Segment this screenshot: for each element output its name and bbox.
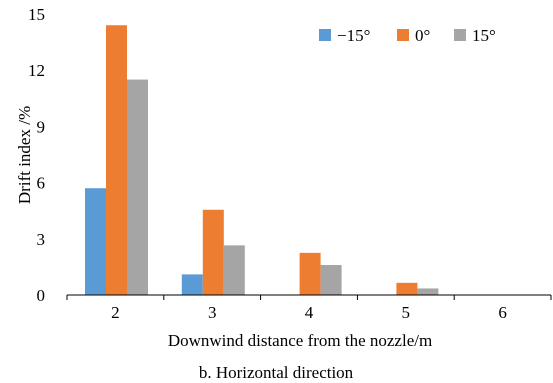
bar-2-2: [320, 265, 342, 295]
chart-caption: b. Horizontal direction: [199, 363, 354, 382]
x-tick-label: 3: [208, 303, 217, 322]
y-tick-label: 6: [37, 174, 46, 193]
x-tick-label: 2: [111, 303, 120, 322]
bar-0-2: [127, 79, 148, 295]
bar-0-0: [85, 188, 106, 295]
legend: −15° 0° 15°: [319, 26, 496, 45]
y-tick-label: 0: [37, 286, 46, 305]
x-tick-label: 6: [498, 303, 507, 322]
legend-label-1: 0°: [415, 26, 430, 45]
y-tick-label: 9: [37, 117, 46, 136]
bar-1-1: [202, 209, 224, 295]
bar-0-1: [106, 25, 127, 296]
y-tick-label: 15: [28, 5, 45, 24]
bars: [85, 25, 439, 296]
bar-3-2: [417, 288, 439, 295]
x-tick-label: 4: [305, 303, 314, 322]
x-axis-ticks: 2 3 4 5 6: [66, 295, 552, 322]
legend-swatch-0: [319, 29, 331, 41]
y-tick-label: 12: [28, 61, 45, 80]
legend-label-0: −15°: [337, 26, 370, 45]
legend-label-2: 15°: [472, 26, 496, 45]
bar-1-0: [181, 274, 203, 295]
x-axis-title: Downwind distance from the nozzle/m: [168, 331, 432, 350]
bar-3-1: [396, 282, 418, 295]
x-tick-label: 5: [402, 303, 411, 322]
y-axis-ticks: 0 3 6 9 12 15: [28, 5, 45, 305]
y-axis-title: Drift index /%: [15, 106, 34, 204]
legend-swatch-2: [454, 29, 466, 41]
legend-swatch-1: [397, 29, 409, 41]
y-tick-label: 3: [37, 230, 46, 249]
bar-2-1: [299, 252, 321, 295]
bar-1-2: [223, 245, 245, 295]
